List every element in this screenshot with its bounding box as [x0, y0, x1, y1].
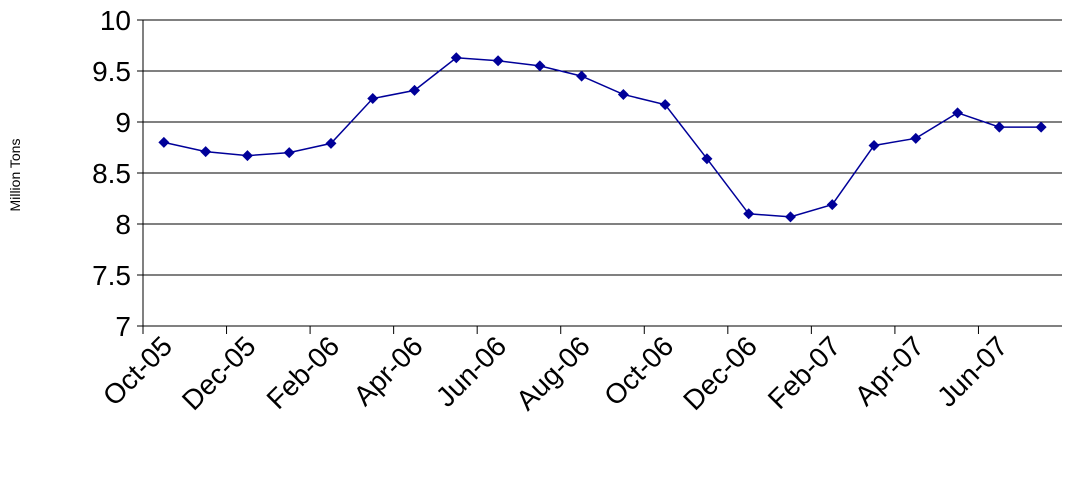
- marker: [492, 55, 504, 67]
- y-tick-label: 10: [100, 5, 131, 36]
- x-tick-label: Feb-07: [762, 330, 847, 415]
- marker: [409, 84, 421, 96]
- line: [163, 56, 1042, 218]
- x-tick-label: Aug-06: [510, 330, 596, 416]
- marker: [659, 99, 671, 111]
- marker: [367, 93, 379, 105]
- y-tick-label: 9: [115, 107, 131, 138]
- x-tick-label: Feb-06: [261, 330, 346, 415]
- marker: [993, 121, 1005, 133]
- y-tick-label: 7.5: [92, 260, 131, 291]
- y-tick-label: 8.5: [92, 158, 131, 189]
- marker: [784, 211, 796, 223]
- marker: [450, 52, 462, 64]
- x-tick-label: Oct-06: [598, 330, 679, 411]
- marker: [826, 199, 838, 211]
- marker: [534, 60, 546, 72]
- marker: [576, 70, 588, 82]
- x-tick-label: Jun-06: [430, 330, 512, 412]
- y-axis-label: Million Tons: [7, 139, 23, 212]
- y-tick-label: 7: [115, 311, 131, 342]
- y-tick-label: 9.5: [92, 56, 131, 87]
- x-tick-label: Dec-05: [176, 330, 262, 416]
- marker: [701, 153, 713, 165]
- x-tick-label: Apr-07: [849, 330, 930, 411]
- marker: [158, 136, 170, 148]
- marker: [200, 146, 212, 158]
- marker: [1035, 121, 1047, 133]
- x-tick-label: Jun-07: [931, 330, 1013, 412]
- marker: [617, 88, 629, 100]
- marker: [325, 137, 337, 149]
- marker: [743, 208, 755, 220]
- marker: [952, 107, 964, 119]
- x-tick-label: Apr-06: [347, 330, 428, 411]
- marker: [868, 139, 880, 151]
- marker: [910, 132, 922, 144]
- x-tick-label: Oct-05: [97, 330, 178, 411]
- x-tick-label: Dec-06: [677, 330, 763, 416]
- y-tick-label: 8: [115, 209, 131, 240]
- marker: [241, 150, 253, 162]
- marker: [283, 147, 295, 159]
